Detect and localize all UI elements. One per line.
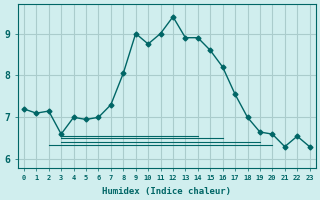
X-axis label: Humidex (Indice chaleur): Humidex (Indice chaleur) <box>102 187 231 196</box>
